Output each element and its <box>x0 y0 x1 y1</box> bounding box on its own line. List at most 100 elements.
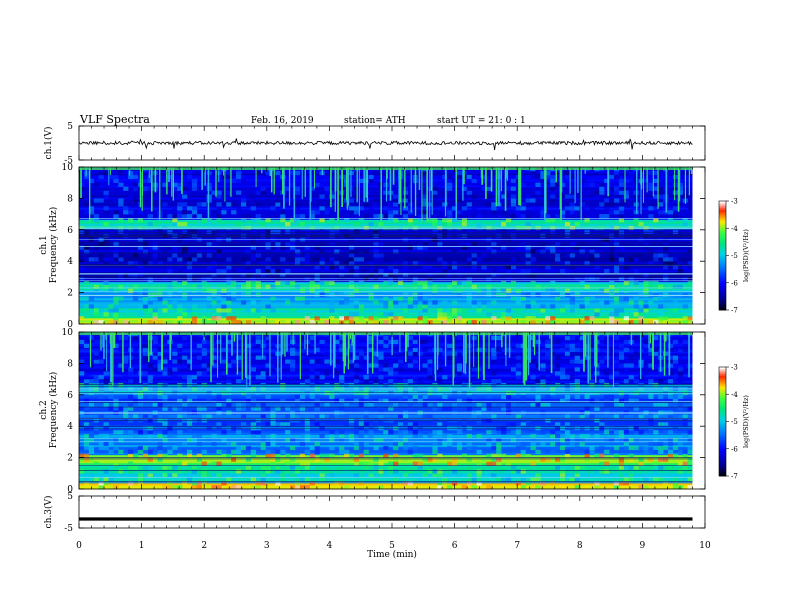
spectral-speckle <box>623 465 629 470</box>
spectral-speckle <box>132 379 139 384</box>
spectral-speckle <box>550 174 556 180</box>
spectral-speckle <box>83 398 90 403</box>
spectral-speckle <box>486 406 492 411</box>
spectral-speckle <box>83 426 90 431</box>
spectral-speckle <box>682 449 688 454</box>
colorbar-segment <box>719 204 726 207</box>
spectral-speckle <box>304 437 310 443</box>
spectral-speckle <box>201 481 207 486</box>
spectral-speckle <box>157 367 163 372</box>
spectral-speckle <box>555 457 561 462</box>
spectral-speckle <box>162 249 168 254</box>
spectral-speckle <box>285 406 291 411</box>
spectral-speckle <box>236 174 242 180</box>
spectral-speckle <box>285 221 291 227</box>
frequency-band <box>79 480 693 484</box>
spectral-speckle <box>653 461 659 466</box>
spectral-speckle <box>265 449 271 454</box>
spectral-speckle <box>422 316 428 321</box>
spectral-speckle <box>383 445 389 451</box>
spectral-speckle <box>393 363 399 368</box>
spectral-speckle <box>231 426 237 431</box>
y-tick-label: 6 <box>67 391 73 401</box>
spectral-speckle <box>319 375 325 380</box>
spectral-speckle <box>147 394 153 400</box>
spectral-speckle <box>535 174 541 180</box>
spectral-speckle <box>677 190 683 195</box>
spectral-speckle <box>191 386 198 392</box>
spectral-speckle <box>545 449 551 454</box>
spectral-speckle <box>417 241 423 246</box>
spectral-speckle <box>314 406 320 411</box>
spectral-speckle <box>584 320 590 325</box>
spectral-speckle <box>294 477 301 482</box>
spectral-speckle <box>564 269 571 274</box>
spectral-speckle <box>167 284 173 289</box>
spectral-speckle <box>353 265 360 270</box>
spectral-speckle <box>373 198 379 203</box>
spectral-speckle <box>123 375 129 380</box>
spectral-speckle <box>265 371 271 376</box>
spectral-speckle <box>339 265 345 270</box>
spectral-speckle <box>93 320 99 325</box>
spectral-speckle <box>393 261 399 266</box>
spectral-speckle <box>137 276 144 282</box>
spectral-speckle <box>172 186 178 191</box>
spectral-speckle <box>486 225 492 231</box>
spectral-speckle <box>574 469 580 474</box>
spectral-speckle <box>471 253 477 258</box>
ch1-spectrogram-image <box>79 167 705 325</box>
colorbar-segment <box>719 410 726 413</box>
spectral-speckle <box>186 206 193 211</box>
spectral-speckle <box>162 308 168 313</box>
spectral-speckle <box>226 316 232 321</box>
spectral-speckle <box>604 269 610 274</box>
spectral-speckle <box>393 347 399 352</box>
spectral-speckle <box>589 449 595 454</box>
spectral-speckle <box>378 320 384 325</box>
spectral-speckle <box>265 265 271 270</box>
spectral-speckle <box>142 347 149 352</box>
spectral-speckle <box>270 422 276 427</box>
spectral-speckle <box>152 308 158 313</box>
spectral-speckle <box>417 477 423 482</box>
spectral-speckle <box>132 453 139 458</box>
spectral-speckle <box>432 437 438 443</box>
spectral-speckle <box>648 182 654 187</box>
spectral-speckle <box>285 359 291 364</box>
spectral-speckle <box>206 202 212 207</box>
spectral-speckle <box>314 469 320 474</box>
spectral-speckle <box>250 241 256 246</box>
spectral-speckle <box>378 414 384 419</box>
spectral-speckle <box>402 265 409 270</box>
spectral-speckle <box>309 386 315 392</box>
spectral-speckle <box>520 320 526 325</box>
spectral-speckle <box>108 386 114 392</box>
spectral-speckle <box>201 170 207 176</box>
spectral-speckle <box>157 292 163 297</box>
spectral-speckle <box>530 363 536 368</box>
spectral-speckle <box>687 445 693 451</box>
spectral-speckle <box>142 359 149 364</box>
spectral-speckle <box>653 351 659 356</box>
spectral-speckle <box>358 280 364 286</box>
spectral-speckle <box>555 355 561 360</box>
frequency-band <box>79 416 693 419</box>
spectral-speckle <box>604 288 610 293</box>
spectral-speckle <box>505 312 512 317</box>
spectral-speckle <box>196 221 202 227</box>
spectral-speckle <box>373 225 379 231</box>
spectral-speckle <box>643 485 649 490</box>
spectral-speckle <box>177 457 183 462</box>
spectral-speckle <box>407 269 414 274</box>
colorbar-segment <box>719 228 726 231</box>
spectral-speckle <box>98 359 104 364</box>
spectral-speckle <box>319 206 325 211</box>
spectral-speckle <box>609 198 615 203</box>
spectral-speckle <box>358 288 364 293</box>
spectral-speckle <box>579 249 585 254</box>
spectral-speckle <box>407 292 414 297</box>
spectral-speckle <box>604 430 610 435</box>
spectral-speckle <box>206 398 212 403</box>
spectral-speckle <box>456 280 463 286</box>
